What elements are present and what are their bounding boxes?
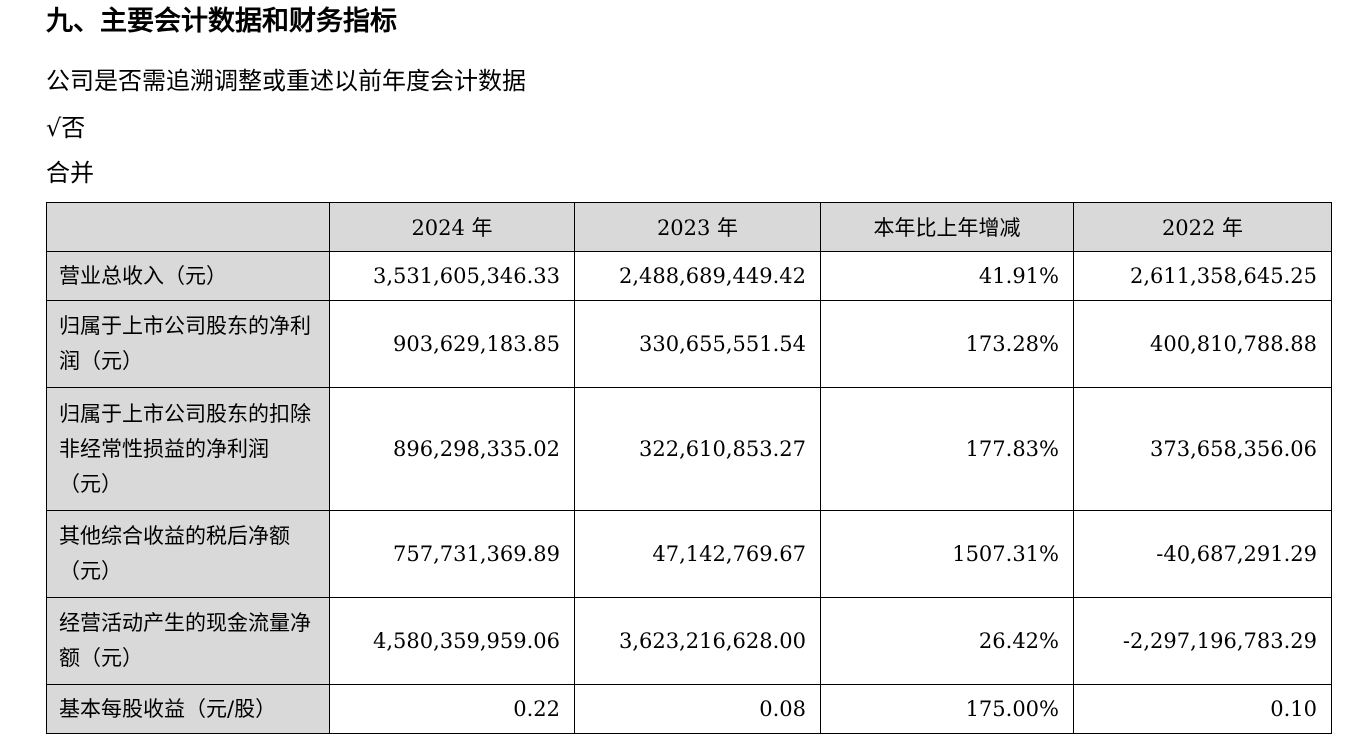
value-2024: 4,580,359,959.06 <box>329 597 575 685</box>
row-label: 其他综合收益的税后净额（元） <box>46 510 330 598</box>
value-2023: 0.08 <box>574 684 821 734</box>
table-row: 基本每股收益（元/股） 0.22 0.08 175.00% 0.10 <box>46 684 1332 734</box>
value-change: 26.42% <box>820 597 1074 685</box>
header-cell-change: 本年比上年增减 <box>820 202 1074 252</box>
header-cell-2022: 2022 年 <box>1073 202 1332 252</box>
value-2023: 3,623,216,628.00 <box>574 597 821 685</box>
value-2023: 330,655,551.54 <box>574 300 821 388</box>
table-row: 归属于上市公司股东的扣除非经常性损益的净利润（元） 896,298,335.02… <box>46 387 1332 511</box>
scope-label: 合并 <box>46 159 94 187</box>
value-2022: 0.10 <box>1073 684 1332 734</box>
restatement-question: 公司是否需追溯调整或重述以前年度会计数据 <box>46 67 526 95</box>
header-cell-2023: 2023 年 <box>574 202 821 252</box>
value-change: 175.00% <box>820 684 1074 734</box>
row-label: 归属于上市公司股东的扣除非经常性损益的净利润（元） <box>46 387 330 511</box>
value-2024: 896,298,335.02 <box>329 387 575 511</box>
financial-indicators-table: 2024 年 2023 年 本年比上年增减 2022 年 营业总收入（元） 3,… <box>46 202 1332 734</box>
value-2022: 373,658,356.06 <box>1073 387 1332 511</box>
value-change: 173.28% <box>820 300 1074 388</box>
value-2023: 322,610,853.27 <box>574 387 821 511</box>
header-cell-2024: 2024 年 <box>329 202 575 252</box>
value-2022: -40,687,291.29 <box>1073 510 1332 598</box>
header-cell-label <box>46 202 330 252</box>
value-2024: 903,629,183.85 <box>329 300 575 388</box>
value-2022: 400,810,788.88 <box>1073 300 1332 388</box>
row-label: 经营活动产生的现金流量净额（元） <box>46 597 330 685</box>
value-2023: 2,488,689,449.42 <box>574 251 821 301</box>
table-header-row: 2024 年 2023 年 本年比上年增减 2022 年 <box>46 202 1332 252</box>
value-change: 1507.31% <box>820 510 1074 598</box>
value-2024: 757,731,369.89 <box>329 510 575 598</box>
section-heading: 九、主要会计数据和财务指标 <box>46 6 397 37</box>
table-row: 经营活动产生的现金流量净额（元） 4,580,359,959.06 3,623,… <box>46 597 1332 685</box>
value-2024: 0.22 <box>329 684 575 734</box>
restatement-answer: √否 <box>46 114 86 142</box>
value-2022: 2,611,358,645.25 <box>1073 251 1332 301</box>
row-label: 基本每股收益（元/股） <box>46 684 330 734</box>
value-2022: -2,297,196,783.29 <box>1073 597 1332 685</box>
row-label: 营业总收入（元） <box>46 251 330 301</box>
value-2024: 3,531,605,346.33 <box>329 251 575 301</box>
row-label: 归属于上市公司股东的净利润（元） <box>46 300 330 388</box>
table-row: 其他综合收益的税后净额（元） 757,731,369.89 47,142,769… <box>46 510 1332 598</box>
table-row: 归属于上市公司股东的净利润（元） 903,629,183.85 330,655,… <box>46 300 1332 388</box>
value-2023: 47,142,769.67 <box>574 510 821 598</box>
table-row: 营业总收入（元） 3,531,605,346.33 2,488,689,449.… <box>46 251 1332 301</box>
value-change: 177.83% <box>820 387 1074 511</box>
value-change: 41.91% <box>820 251 1074 301</box>
